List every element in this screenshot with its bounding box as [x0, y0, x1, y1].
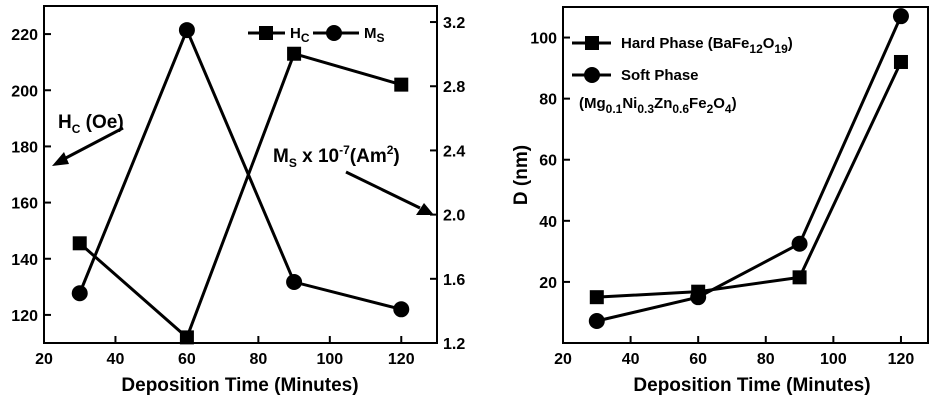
y-tick-label-right-1: 40 — [539, 214, 557, 231]
annotation-arrowhead-ms — [416, 203, 434, 215]
x-tick-label-left-0: 20 — [35, 351, 53, 368]
series-ms-line — [78, 26, 402, 311]
y-tick-label-right-2: 60 — [539, 153, 557, 170]
x-tick-label-left-2: 60 — [178, 351, 196, 368]
series-hard-line — [596, 61, 903, 299]
series-ms-point-3 — [393, 301, 410, 318]
legend-left-chart: HC MS — [248, 25, 385, 45]
annotation-hc-oe: HC (Oe) — [58, 112, 124, 136]
x-tick-label-left-4: 100 — [316, 351, 343, 368]
y-axis-title-right: D (nm) — [511, 145, 532, 205]
y2-tick-label-left-4: 2.8 — [443, 79, 465, 96]
series-soft-line — [596, 15, 903, 323]
series-hard-point-2 — [792, 270, 807, 285]
y-tick-label-left-4: 200 — [11, 83, 38, 100]
series-right-chart — [588, 8, 909, 330]
series-hc-point-3 — [394, 77, 409, 92]
series-soft-point-1 — [690, 289, 707, 306]
legend-right-chart: Hard Phase (BaFe12O19) Soft Phase (Mg0.1… — [572, 35, 793, 116]
x-tick-label-right-4: 100 — [820, 351, 847, 368]
y-tick-label-left-0: 120 — [11, 308, 38, 325]
x-tick-label-left-3: 80 — [249, 351, 267, 368]
y2-tick-label-left-0: 1.2 — [443, 336, 465, 353]
legend-marker-hc — [259, 26, 273, 40]
series-soft-point-3 — [892, 8, 909, 25]
x-tick-label-right-2: 60 — [689, 351, 707, 368]
plot-frame-left — [43, 5, 438, 344]
series-hc-line — [78, 51, 402, 340]
legend-marker-soft — [584, 67, 600, 83]
y-tick-label-left-3: 180 — [11, 139, 38, 156]
legend-label-soft: Soft Phase — [621, 67, 699, 84]
series-ms-point-1 — [178, 22, 195, 39]
legend-label-hc: HC — [290, 25, 310, 45]
series-hard-point-3 — [893, 54, 908, 69]
annotation-arrow-ms — [345, 170, 421, 210]
y2-tick-label-left-3: 2.4 — [443, 143, 465, 160]
series-hard-point-0 — [589, 290, 604, 305]
series-hc-point-0 — [72, 236, 87, 251]
legend-label-ms: MS — [364, 25, 385, 45]
series-ms-point-2 — [286, 274, 303, 291]
chart-right: 20 40 60 80 100 120 20 40 60 80 100 Deposition Tim… — [511, 6, 929, 396]
x-axis-title-left: Deposition Time (Minutes) — [121, 375, 358, 396]
axis-ticks-right-chart — [562, 36, 902, 343]
x-tick-label-right-5: 120 — [888, 351, 915, 368]
annotation-ms-unit: MS x 10-7(Am2) — [273, 143, 400, 170]
y-tick-label-right-0: 20 — [539, 275, 557, 292]
y-tick-label-left-5: 220 — [11, 27, 38, 44]
tick-labels-right-chart: 20 40 60 80 100 120 20 40 60 80 100 — [530, 31, 914, 368]
y2-tick-label-left-5: 3.2 — [443, 15, 465, 32]
annotation-arrowhead-hc — [52, 152, 69, 166]
y2-tick-label-left-1: 1.6 — [443, 272, 465, 289]
y-tick-label-right-4: 100 — [530, 31, 557, 48]
annotation-arrow-hc — [61, 126, 124, 162]
chart-left: 20 40 60 80 100 120 120 140 160 180 200 220 1.2 1.6 2.… — [11, 5, 465, 396]
y2-tick-label-left-2: 2.0 — [443, 208, 465, 225]
y-tick-label-left-2: 160 — [11, 196, 38, 213]
y-tick-label-left-1: 140 — [11, 252, 38, 269]
legend-label-soft-formula: (Mg0.1Ni0.3Zn0.6Fe2O4) — [579, 95, 737, 116]
y-tick-label-right-3: 80 — [539, 92, 557, 109]
series-soft-point-2 — [791, 235, 808, 252]
series-soft-point-0 — [588, 313, 605, 330]
x-axis-title-right: Deposition Time (Minutes) — [633, 375, 870, 396]
series-ms-point-0 — [71, 285, 88, 302]
x-tick-label-right-1: 40 — [622, 351, 640, 368]
x-tick-label-right-3: 80 — [757, 351, 775, 368]
tick-labels-left-chart: 20 40 60 80 100 120 120 140 160 180 200 220 1.2 1.6 2.… — [11, 15, 465, 368]
x-tick-label-left-5: 120 — [388, 351, 415, 368]
legend-marker-ms — [326, 25, 342, 41]
series-hc-point-1 — [179, 330, 194, 345]
series-hc-point-2 — [287, 46, 302, 61]
legend-label-hard: Hard Phase (BaFe12O19) — [621, 35, 793, 56]
plot-frame-right — [562, 6, 929, 344]
series-left-chart — [71, 22, 410, 345]
x-tick-label-left-1: 40 — [107, 351, 125, 368]
legend-marker-hard — [585, 36, 599, 50]
x-tick-label-right-0: 20 — [554, 351, 572, 368]
axis-ticks-left-chart — [43, 21, 437, 344]
